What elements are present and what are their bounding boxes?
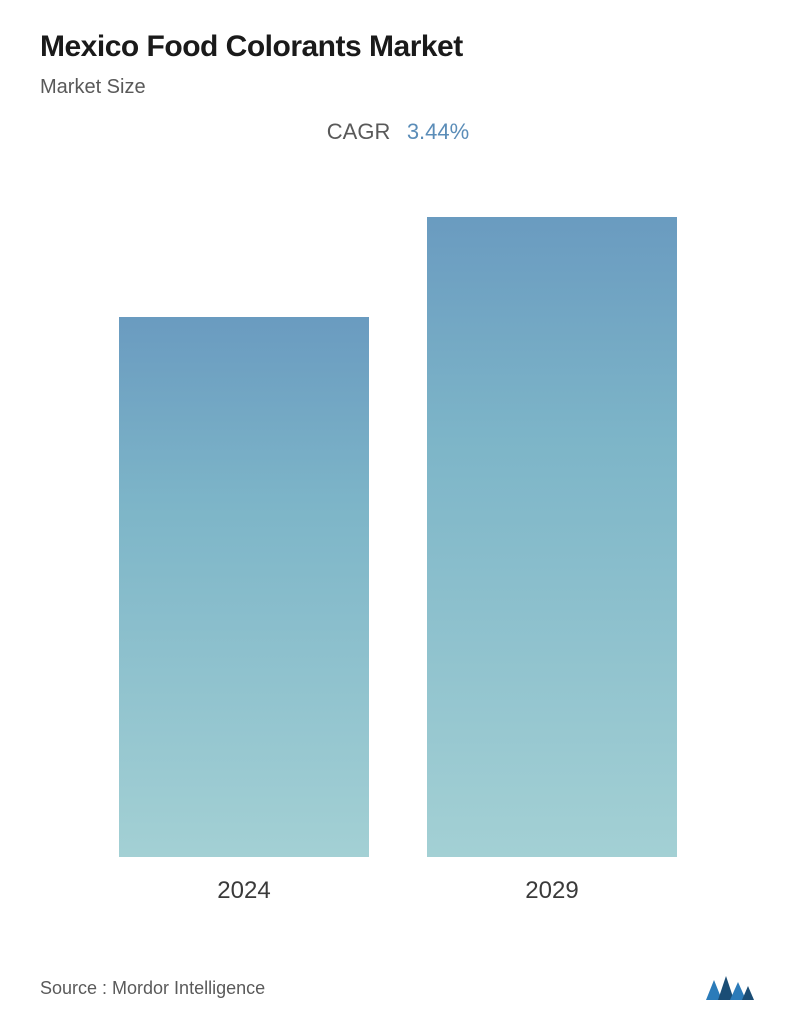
cagr-row: CAGR 3.44% — [40, 119, 756, 145]
chart-title: Mexico Food Colorants Market — [40, 30, 756, 64]
bar-label-1: 2029 — [525, 877, 578, 905]
source-text: Source : Mordor Intelligence — [40, 978, 265, 999]
bar-1 — [427, 217, 677, 857]
bar-0 — [119, 317, 369, 857]
bar-group-1: 2029 — [427, 217, 677, 905]
footer: Source : Mordor Intelligence — [40, 972, 756, 1004]
logo-icon — [704, 972, 756, 1004]
cagr-value: 3.44% — [407, 119, 469, 144]
bar-label-0: 2024 — [217, 877, 270, 905]
chart-subtitle: Market Size — [40, 76, 756, 99]
chart-area: 2024 2029 — [40, 205, 756, 905]
bar-group-0: 2024 — [119, 317, 369, 905]
cagr-label: CAGR — [327, 119, 391, 144]
